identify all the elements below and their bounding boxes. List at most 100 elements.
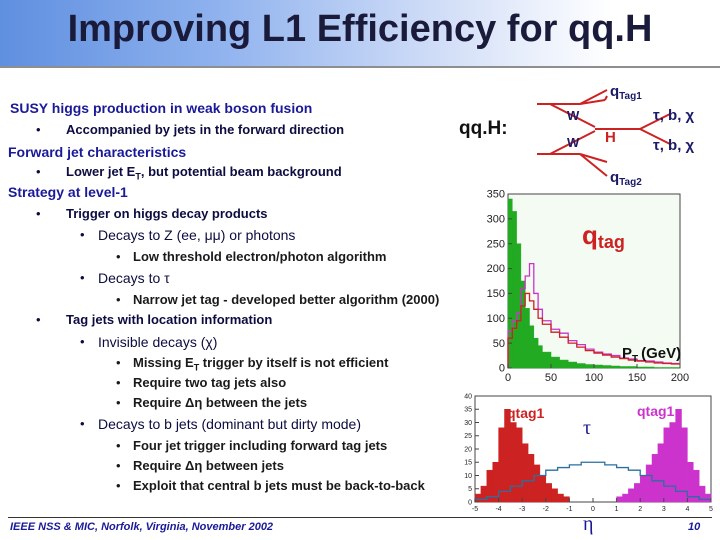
higgs-label: H xyxy=(605,129,616,146)
y-tick-label-1-3: 15 xyxy=(464,460,472,467)
quark-line-bottom xyxy=(579,153,608,163)
bar-1-0-0 xyxy=(474,493,482,503)
bar-0-0-4 xyxy=(524,308,530,369)
bar-1-1-1 xyxy=(622,493,629,503)
bullet-dot: • xyxy=(116,458,121,473)
qtag-annotation-main: q xyxy=(582,220,598,250)
bar-0-0-8 xyxy=(542,351,552,369)
bar-0-0-7 xyxy=(537,345,543,369)
pt-axis-label: PT (GeV) xyxy=(622,345,681,365)
bar-0-0-6 xyxy=(533,337,539,369)
y-tick-label-0-3: 150 xyxy=(487,288,505,300)
pt-histogram-chart: 0 50 100 150 200 0 50 100 150 200 250 300 350 qtag PT(… xyxy=(487,189,690,384)
bullet-dot: • xyxy=(116,438,121,453)
w-label-top: W xyxy=(567,108,580,123)
y-tick-label-1-2: 10 xyxy=(464,473,472,480)
bar-1-0-14 xyxy=(557,493,564,503)
x-tick-label-1-8: 3 xyxy=(662,506,666,513)
eta-axis-label: η xyxy=(583,513,593,535)
w-boson-top xyxy=(549,103,596,128)
bar-1-0-5 xyxy=(504,409,511,503)
bullet-narrow-jet-tag: Narrow jet tag - developed better algori… xyxy=(133,292,440,307)
bar-0-0-9 xyxy=(550,356,560,369)
bullet-decays-b: Decays to b jets (dominant but dirty mod… xyxy=(98,416,362,432)
y-tick-label-0-7: 350 xyxy=(487,189,505,201)
bar-0-0-15 xyxy=(602,365,612,369)
bar-1-0-12 xyxy=(545,483,552,503)
page-number: 10 xyxy=(688,521,701,533)
bullet-require-deta: Require Δη between the jets xyxy=(133,395,308,410)
bar-1-1-0 xyxy=(616,496,623,503)
qtag2-sub: Tag2 xyxy=(619,177,642,188)
bar-1-0-15 xyxy=(563,496,570,503)
quark-line-top-mid xyxy=(579,99,606,105)
bullet-dot: • xyxy=(36,312,41,327)
x-tick-label-1-7: 2 xyxy=(638,506,642,513)
bullet-four-jet-trigger: Four jet trigger including forward tag j… xyxy=(133,438,388,453)
x-tick-label-1-4: -1 xyxy=(566,506,572,513)
bar-1-0-13 xyxy=(551,488,558,503)
footer-text: IEEE NSS & MIC, Norfolk, Virginia, Novem… xyxy=(10,521,274,533)
qtag-annotation: qtag xyxy=(582,220,625,252)
bullet-forward-jets: Accompanied by jets in the forward direc… xyxy=(66,122,345,137)
text-post: , but potential beam background xyxy=(140,164,342,179)
decay-line-bottom xyxy=(639,128,671,145)
bullet-dot: • xyxy=(116,249,121,264)
y-tick-label-1-1: 5 xyxy=(468,486,472,493)
x-tick-label-0-4: 200 xyxy=(671,372,689,384)
x-tick-label-0-3: 150 xyxy=(628,372,646,384)
bar-1-1-4 xyxy=(639,475,647,503)
x-tick-label-1-9: 4 xyxy=(685,506,689,513)
y-tick-label-1-5: 25 xyxy=(464,433,472,440)
title-band xyxy=(0,0,720,66)
y-tick-label-0-0: 0 xyxy=(499,363,505,375)
y-tick-label-0-5: 250 xyxy=(487,238,505,250)
bullet-two-tag-jets: Require two tag jets also xyxy=(133,375,287,390)
x-tick-label-0-1: 50 xyxy=(545,372,557,384)
tau-center-label: τ xyxy=(583,417,591,439)
y-tick-label-1-7: 35 xyxy=(464,407,472,414)
bar-1-0-11 xyxy=(539,475,547,503)
bar-0-0-18 xyxy=(628,366,638,369)
bullet-trigger-higgs: Trigger on higgs decay products xyxy=(66,206,268,221)
decay-label-bottom: τ, b, χ xyxy=(653,137,695,154)
bar-0-0-13 xyxy=(585,364,595,369)
qtag1-main: q xyxy=(610,83,619,100)
bullet-decays-tau: Decays to τ xyxy=(98,270,170,286)
y-tick-label-1-6: 30 xyxy=(464,420,472,427)
bullet-dot: • xyxy=(116,375,121,390)
w-boson-bottom xyxy=(549,130,596,155)
bar-1-0-8 xyxy=(521,443,529,503)
bullet-dot: • xyxy=(116,292,121,307)
y-tick-label-0-6: 300 xyxy=(487,214,505,226)
bullet-dot: • xyxy=(80,334,85,349)
section-forward-jet-heading: Forward jet characteristics xyxy=(8,144,187,160)
bar-0-0-16 xyxy=(610,365,621,369)
bar-0-0-12 xyxy=(576,363,586,369)
text-sub: T xyxy=(135,171,141,182)
series-line-1-2 xyxy=(474,461,711,502)
diagram-lines xyxy=(537,89,671,177)
section-susy-heading: SUSY higgs production in weak boson fusi… xyxy=(10,100,313,116)
pt-axis-label-main: P xyxy=(622,345,632,362)
qtag-annotation-sub: tag xyxy=(598,232,625,252)
x-tick-label-1-0: -5 xyxy=(472,506,478,513)
vbf-diagram: qq.H: W W H qTag1 qTag2 τ, b, χ τ, b, χ xyxy=(459,83,695,188)
text-post: trigger by itself is not efficient xyxy=(199,355,389,370)
x-tick-label-1-2: -3 xyxy=(519,506,525,513)
bullet-dot: • xyxy=(80,270,85,285)
bar-1-1-5 xyxy=(645,464,653,503)
quark-line-top xyxy=(604,95,608,101)
bullet-dot: • xyxy=(36,164,41,179)
bar-0-0-11 xyxy=(567,361,578,369)
w-label-bottom: W xyxy=(567,135,580,150)
bullet-dot: • xyxy=(80,227,85,242)
y-tick-label-1-4: 20 xyxy=(464,446,472,453)
qtag1-label: qTag1 xyxy=(610,83,642,102)
x-tick-label-1-1: -4 xyxy=(495,506,501,513)
bullet-low-threshold: Low threshold electron/photon algorithm xyxy=(133,249,387,264)
bullet-missing-et: Missing ET trigger by itself is not effi… xyxy=(133,355,388,373)
x-tick-label-1-10: 5 xyxy=(709,506,713,513)
x-tick-label-0-2: 100 xyxy=(585,372,603,384)
qtag2-main: q xyxy=(610,169,619,186)
